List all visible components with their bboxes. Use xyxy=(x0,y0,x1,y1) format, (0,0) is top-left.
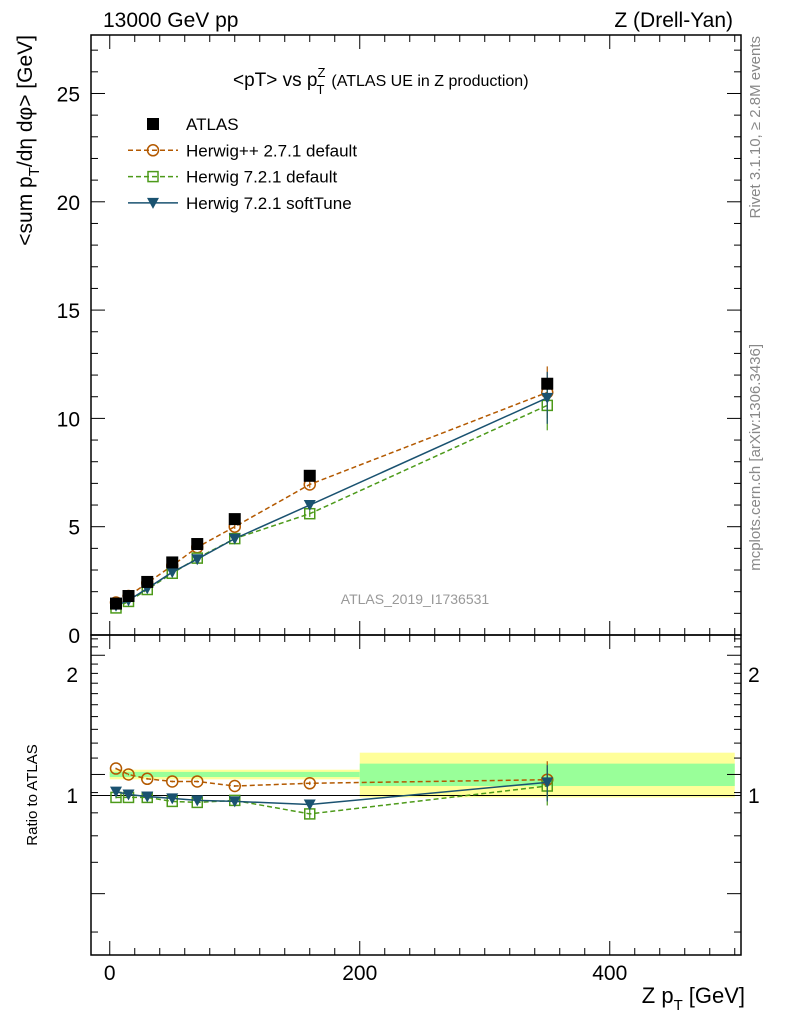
x-tick-labels: 0 200 400 xyxy=(104,962,627,985)
data-point-herwig-7-2-1-softtune xyxy=(303,500,316,512)
legend-marker-herwig-7-2-1-softtune xyxy=(147,197,159,209)
ratio-point-herwig-2-7-1-default xyxy=(191,775,204,788)
ratio-plot-frame xyxy=(90,634,742,956)
data-point-atlas xyxy=(110,597,122,610)
ratio-point-herwig-7-2-1-softtune xyxy=(166,793,179,805)
ratio-point-herwig-2-7-1-default xyxy=(109,762,123,775)
collision-energy-label: 13000 GeV pp xyxy=(103,9,238,32)
y-tick-label-0: 0 xyxy=(68,625,80,648)
stat-uncertainty-band xyxy=(109,771,360,778)
main-axis-ticks xyxy=(91,35,741,636)
data-point-herwig-7-2-1-softtune xyxy=(166,567,179,579)
ratio-point-herwig-7-2-1-softtune xyxy=(141,791,154,803)
ratio-point-herwig-2-7-1-default xyxy=(228,779,241,793)
ratio-axis-ticks xyxy=(91,635,741,955)
ratio-point-herwig-2-7-1-default xyxy=(122,768,135,781)
legend-label-herwig-7-2-1-softtune: Herwig 7.2.1 softTune xyxy=(186,194,352,213)
y-tick-label-20: 20 xyxy=(57,192,80,215)
series-line-herwig-2-7-1-default xyxy=(115,391,548,604)
ratio-point-herwig-7-2-1-softtune xyxy=(303,799,316,811)
ratio-uncertainty-bands xyxy=(109,752,735,798)
data-point-herwig-7-2-1-softtune xyxy=(541,392,554,404)
x-axis-label: Z pT [GeV] xyxy=(642,983,745,1014)
ratio-line-herwig-2-7-1-default xyxy=(115,767,548,787)
legend-marker-herwig-7-2-1-default xyxy=(147,170,159,183)
ratio-point-herwig-2-7-1-default xyxy=(141,772,154,786)
ratio-point-herwig-7-2-1-softtune xyxy=(122,789,135,801)
ratio-point-herwig-2-7-1-default xyxy=(303,777,316,790)
y-tick-label-5: 5 xyxy=(68,517,80,540)
ratio-line-herwig-7-2-1-softtune xyxy=(115,781,548,806)
data-point-atlas xyxy=(303,469,316,482)
data-point-herwig-7-2-1-softtune xyxy=(228,533,241,545)
data-point-herwig-7-2-1-softtune xyxy=(191,554,204,566)
ratio-plot-series xyxy=(109,761,554,820)
main-y-tick-labels: 0 5 10 15 20 25 xyxy=(57,83,80,648)
ratio-point-herwig-7-2-1-softtune xyxy=(110,786,122,798)
ratio-right-tick-label-2: 2 xyxy=(748,664,760,687)
main-plot-panel: 0 5 10 15 20 25 <pT> vs pZ T (ATLAS UE in Z pro… xyxy=(14,34,742,648)
y-tick-label-25: 25 xyxy=(57,83,80,106)
legend-marker-herwig-2-7-1-default xyxy=(146,144,160,157)
plot-title: <pT> vs pZ T (ATLAS UE in Z production) xyxy=(233,65,529,97)
ratio-point-herwig-7-2-1-softtune xyxy=(191,795,204,807)
ratio-y-axis-label: Ratio to ATLAS xyxy=(24,744,41,845)
data-point-atlas xyxy=(191,538,204,551)
y-tick-label-15: 15 xyxy=(57,300,80,323)
x-tick-label-200: 200 xyxy=(342,962,377,985)
data-point-atlas xyxy=(122,590,135,603)
y-tick-label-10: 10 xyxy=(57,408,80,431)
series-line-herwig-7-2-1-softtune xyxy=(115,397,548,607)
main-plot-series xyxy=(109,366,554,614)
legend-label-atlas: ATLAS xyxy=(186,115,239,134)
legend-label-herwig-2-7-1-default: Herwig++ 2.7.1 default xyxy=(186,141,357,160)
ratio-point-herwig-7-2-1-softtune xyxy=(228,796,241,808)
data-point-atlas xyxy=(141,575,154,588)
ratio-right-tick-label-1: 1 xyxy=(748,785,760,808)
main-y-axis-label: <sum pT/dη dφ> [GeV] xyxy=(14,35,43,246)
ratio-y-tick-label-1: 1 xyxy=(66,785,78,808)
rivet-version-label: Rivet 3.1.10, ≥ 2.8M events xyxy=(747,36,764,219)
ratio-y-tick-label-2: 2 xyxy=(66,664,78,687)
analysis-watermark: ATLAS_2019_I1736531 xyxy=(341,591,490,607)
mcplots-reference-label: mcplots.cern.ch [arXiv:1306.3436] xyxy=(747,344,764,571)
x-tick-label-400: 400 xyxy=(592,962,627,985)
data-point-atlas xyxy=(228,513,241,526)
legend: ATLAS Herwig++ 2.7.1 default Herwig 7.2.1 … xyxy=(128,115,357,213)
process-label: Z (Drell-Yan) xyxy=(614,9,733,32)
ratio-plot-panel: 2 1 2 1 0 200 400 Ratio to ATLAS Z pT [GeV] xyxy=(24,634,760,1014)
legend-label-herwig-7-2-1-default: Herwig 7.2.1 default xyxy=(186,168,337,187)
ratio-point-herwig-7-2-1-softtune xyxy=(541,777,554,789)
series-line-herwig-7-2-1-default xyxy=(115,404,548,609)
x-tick-label-0: 0 xyxy=(104,962,116,985)
data-point-atlas xyxy=(541,377,554,390)
ratio-point-herwig-2-7-1-default xyxy=(166,775,179,788)
legend-marker-atlas xyxy=(147,118,159,130)
data-point-atlas xyxy=(166,556,179,569)
